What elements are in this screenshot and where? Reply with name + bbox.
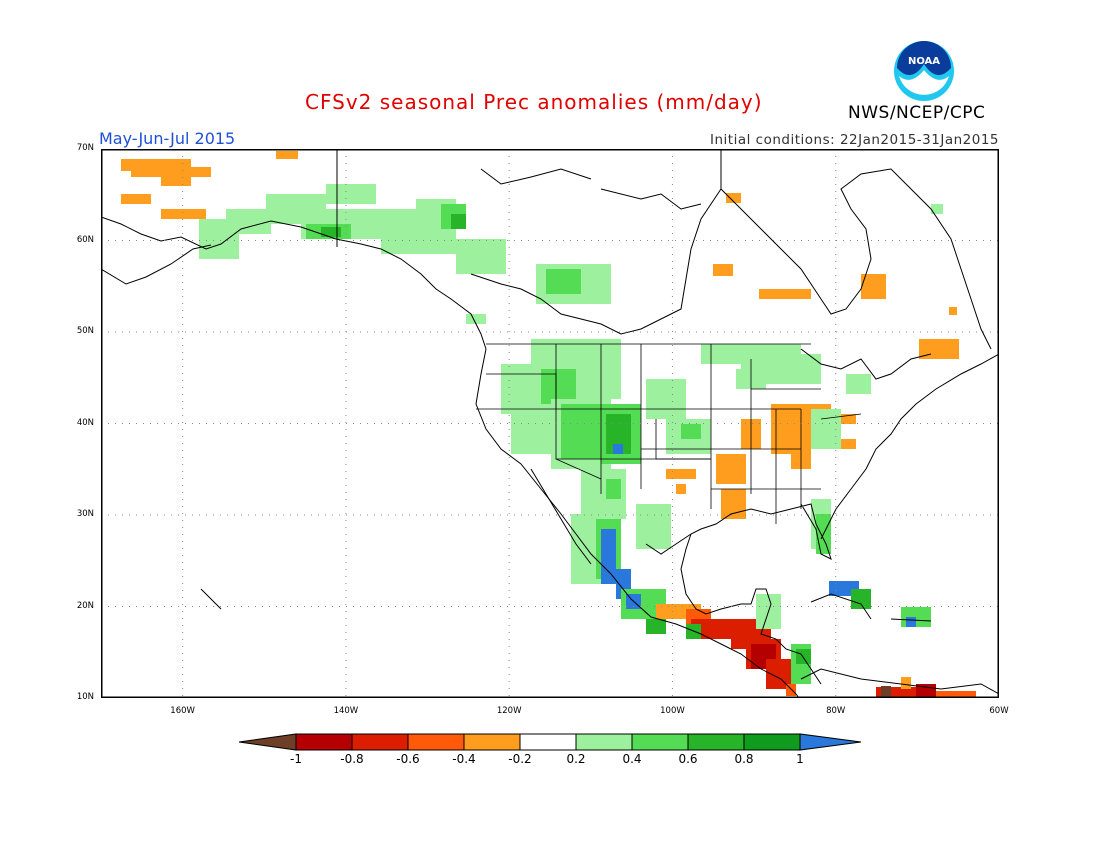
colorbar-label: 0.2	[566, 752, 586, 766]
colorbar-segment	[407, 733, 465, 751]
lat-label: 60N	[76, 234, 94, 245]
colorbar-segment	[743, 733, 801, 751]
colorbar-high-arrow	[799, 733, 861, 751]
lon-label: 140W	[333, 706, 359, 716]
noaa-logo-icon: NOAA	[894, 41, 954, 101]
colorbar-segment	[295, 733, 353, 751]
colorbar-label: -0.4	[452, 752, 476, 766]
lat-label: 10N	[76, 692, 94, 702]
lon-label: 120W	[496, 706, 522, 716]
lon-label: 100W	[660, 706, 685, 716]
colorbar-segment	[351, 733, 409, 751]
lat-label: 70N	[76, 143, 94, 153]
colorbar-label: 0.6	[678, 752, 698, 766]
lat-label: 20N	[76, 600, 94, 611]
map-title: CFSv2 seasonal Prec anomalies (mm/day)	[305, 90, 763, 114]
lon-label: 80W	[826, 706, 846, 716]
colorbar-label: -1	[290, 752, 302, 766]
colorbar-label: 0.4	[622, 752, 642, 766]
agency-label: NWS/NCEP/CPC	[848, 103, 986, 123]
colorbar-segment	[575, 733, 633, 751]
colorbar-segment	[631, 733, 689, 751]
season-label: May-Jun-Jul 2015	[99, 129, 236, 148]
colorbar-segment	[519, 733, 577, 751]
anomaly-field	[121, 151, 976, 698]
colorbar-label: -0.2	[508, 752, 532, 766]
colorbar-label: -0.6	[396, 752, 420, 766]
graticule	[101, 149, 999, 698]
precip-anomaly-map	[101, 149, 999, 698]
coastlines	[101, 149, 999, 698]
colorbar-low-arrow	[239, 733, 297, 751]
lon-label: 160W	[170, 706, 195, 716]
colorbar-label: 1	[796, 752, 804, 766]
lon-label: 60W	[989, 706, 1009, 716]
colorbar	[239, 733, 861, 751]
map-frame	[101, 149, 999, 698]
colorbar-segment	[463, 733, 521, 751]
noaa-logo-text: NOAA	[908, 56, 940, 67]
lat-label: 50N	[76, 326, 94, 336]
lat-label: 30N	[76, 509, 94, 519]
state-borders	[476, 343, 862, 524]
lat-label: 40N	[76, 417, 94, 428]
initial-conditions-label: Initial conditions: 22Jan2015-31Jan2015	[710, 132, 999, 148]
colorbar-label: -0.8	[340, 752, 364, 766]
colorbar-segment	[687, 733, 745, 751]
colorbar-label: 0.8	[734, 752, 754, 766]
